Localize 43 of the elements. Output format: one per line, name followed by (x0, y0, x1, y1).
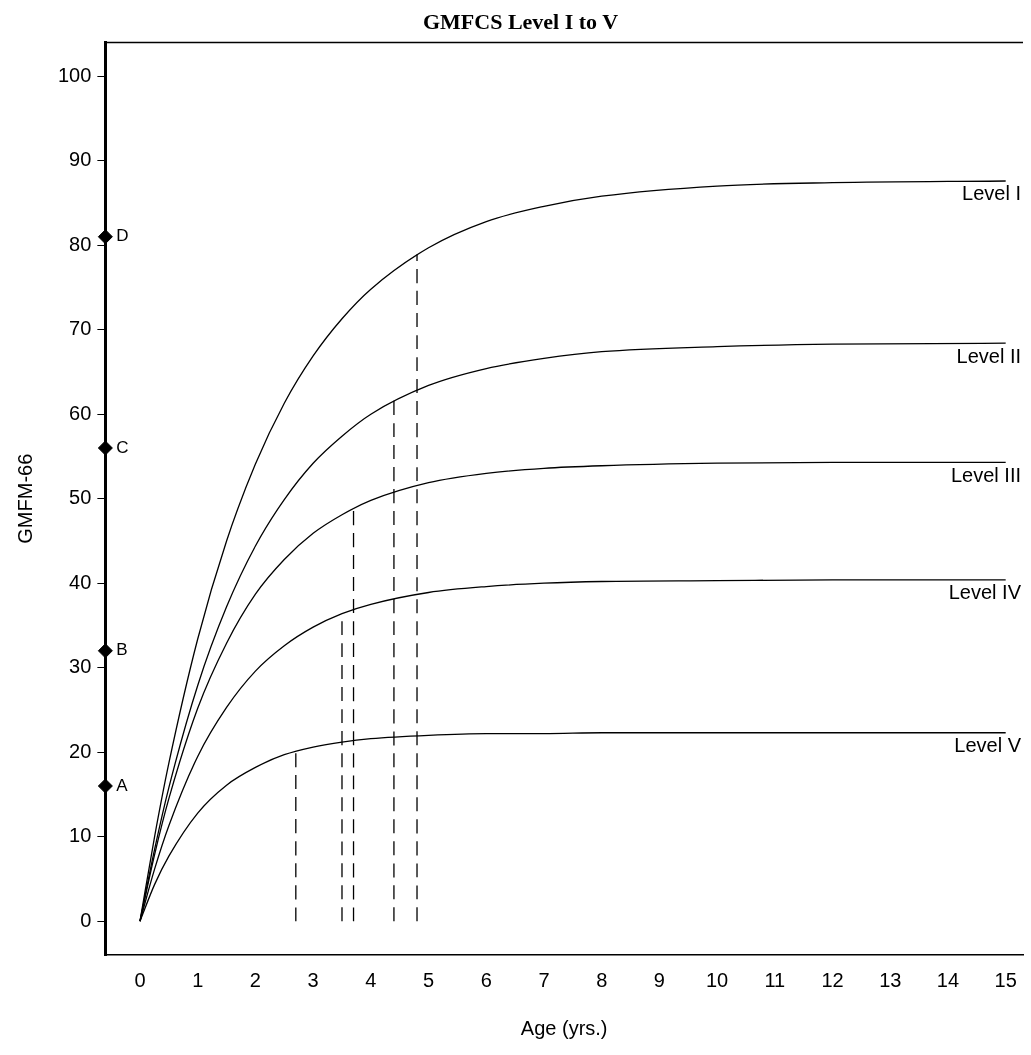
series-label: Level I (962, 182, 1021, 205)
x-tick-label: 4 (365, 968, 377, 991)
x-tick-label: 8 (596, 968, 608, 991)
data-label: A (116, 775, 129, 795)
y-tick-label: 60 (69, 401, 92, 424)
x-tick-label: 0 (134, 968, 146, 991)
y-tick-label: 80 (69, 232, 92, 255)
x-tick-label: 5 (423, 968, 435, 991)
point (97, 643, 113, 659)
point (97, 778, 113, 794)
x-tick-label: 15 (994, 968, 1017, 991)
chart-title: GMFCS Level I to V (422, 8, 619, 34)
y-tick-label: 100 (57, 63, 92, 86)
data-label: B (116, 640, 128, 660)
y-tick-label: 10 (69, 824, 92, 847)
y-tick-label: 20 (69, 739, 92, 762)
y-tick-label: 40 (69, 570, 92, 593)
point (97, 440, 113, 456)
x-tick-label: 7 (538, 968, 550, 991)
x-axis-title: Age (yrs.) (520, 1016, 608, 1039)
x-tick-label: 14 (936, 968, 960, 991)
x-tick-label: 10 (706, 968, 729, 991)
x-tick-label: 12 (821, 968, 844, 991)
y-axis-title: GMFM-66 (13, 453, 36, 544)
y-tick-label: 70 (69, 317, 92, 340)
x-tick-label: 1 (192, 968, 204, 991)
x-tick-label: 6 (480, 968, 492, 991)
x-tick-label: 11 (764, 968, 786, 991)
y-tick-label: 50 (69, 486, 92, 509)
x-tick-label: 9 (653, 968, 665, 991)
y-tick-label: 90 (69, 148, 92, 171)
x-tick-label: 2 (249, 968, 261, 991)
x-tick-label: 13 (879, 968, 902, 991)
series-label: Level IV (948, 581, 1022, 604)
point (97, 229, 113, 245)
series-label: Level V (954, 734, 1022, 757)
x-tick-label: 3 (307, 968, 319, 991)
data-label: C (116, 437, 129, 457)
y-tick-label: 0 (80, 908, 92, 931)
series-label: Level II (956, 344, 1021, 367)
data-label: D (116, 226, 129, 246)
series-label: Level III (950, 463, 1021, 486)
y-tick-label: 30 (69, 655, 92, 678)
